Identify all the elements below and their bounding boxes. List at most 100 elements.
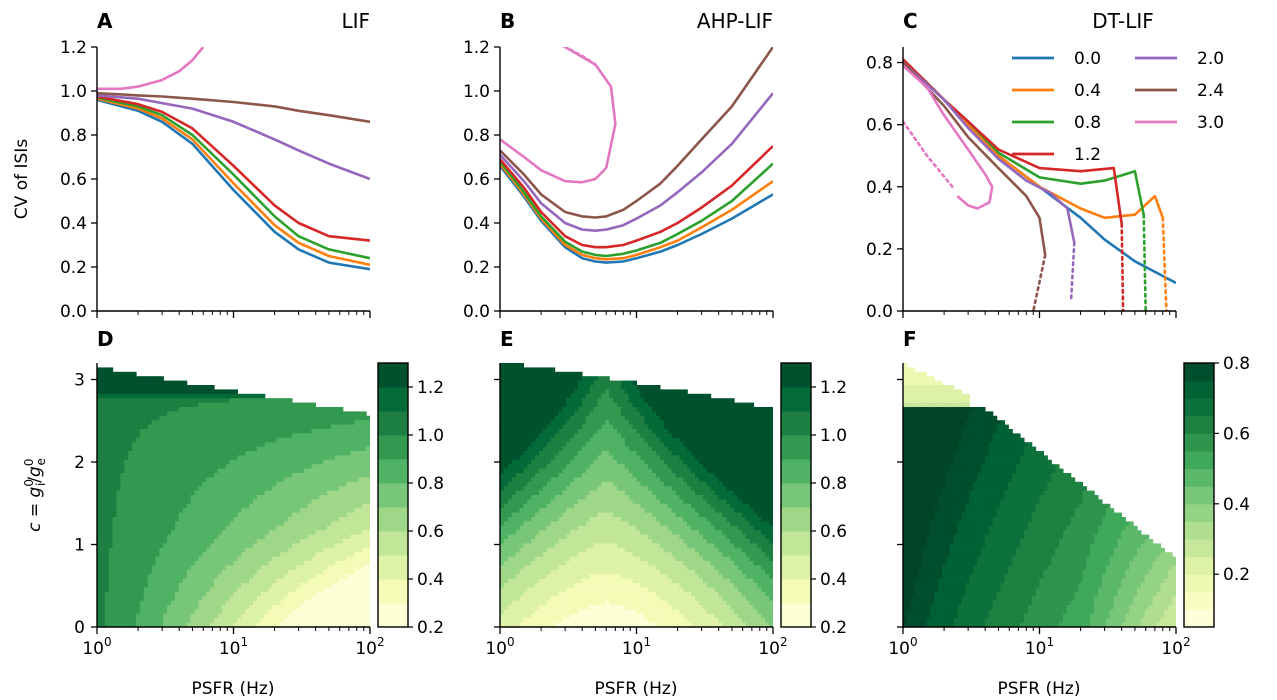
heatmap-cell xyxy=(132,481,137,487)
heatmap-cell xyxy=(206,591,211,597)
heatmap-cell xyxy=(178,442,184,448)
heatmap-cell xyxy=(531,442,536,448)
heatmap-cell xyxy=(515,477,521,483)
heatmap-cell xyxy=(229,393,235,399)
heatmap-cell xyxy=(237,574,242,580)
heatmap-cell xyxy=(562,446,567,452)
heatmap-cell xyxy=(288,503,293,509)
heatmap-cell xyxy=(358,490,363,496)
heatmap-cell xyxy=(249,569,254,575)
heatmap-cell xyxy=(307,578,313,584)
heatmap-cell xyxy=(574,565,579,571)
heatmap-cell xyxy=(182,508,188,514)
heatmap-cell xyxy=(210,411,215,417)
heatmap-cell xyxy=(163,512,168,518)
heatmap-cell xyxy=(299,499,305,505)
heatmap-cell xyxy=(511,473,517,478)
heatmap-cell xyxy=(241,609,246,615)
heatmap-cell xyxy=(116,473,121,478)
heatmap-cell xyxy=(225,411,231,417)
heatmap-cell xyxy=(124,490,129,496)
heatmap-cell xyxy=(249,521,254,527)
heatmap-cell xyxy=(295,411,301,417)
heatmap-cell xyxy=(311,552,316,558)
heatmap-cell xyxy=(303,464,309,470)
heatmap-cell xyxy=(245,556,250,562)
heatmap-cell xyxy=(535,455,540,461)
heatmap-cell xyxy=(292,530,297,536)
heatmap-cell xyxy=(272,464,277,470)
heatmap-cell xyxy=(334,415,340,421)
heatmap-cell xyxy=(132,622,137,627)
heatmap-cell xyxy=(186,618,192,624)
heatmap-cell xyxy=(116,424,121,430)
heatmap-cell xyxy=(311,424,316,430)
heatmap-cell xyxy=(253,539,258,544)
heatmap-cell xyxy=(327,547,332,553)
heatmap-cell xyxy=(104,517,110,522)
heatmap-cell xyxy=(535,547,540,553)
heatmap-cell xyxy=(202,429,207,434)
heatmap-cell xyxy=(523,376,528,382)
heatmap-cell xyxy=(519,402,524,408)
heatmap-cell xyxy=(500,468,505,474)
heatmap-cell xyxy=(217,424,223,430)
heatmap-cell xyxy=(175,561,180,566)
heatmap-cell xyxy=(511,446,517,452)
heatmap-cell xyxy=(358,503,363,509)
heatmap-cell xyxy=(108,481,114,487)
heatmap-cell xyxy=(303,613,309,619)
heatmap-cell xyxy=(327,415,332,421)
heatmap-cell xyxy=(210,622,215,627)
heatmap-cell xyxy=(198,411,203,417)
heatmap-cell xyxy=(578,424,583,430)
heatmap-cell xyxy=(272,543,277,549)
heatmap-cell xyxy=(523,534,528,540)
heatmap-cell xyxy=(151,561,157,566)
heatmap-cell xyxy=(338,547,344,553)
heatmap-cell xyxy=(519,468,524,474)
heatmap-cell xyxy=(511,539,517,544)
heatmap-cell xyxy=(202,402,207,408)
heatmap-cell xyxy=(221,464,227,470)
heatmap-cell xyxy=(210,530,215,536)
heatmap-cell xyxy=(311,503,316,509)
heatmap-cell xyxy=(237,539,242,544)
heatmap-cell xyxy=(535,420,540,426)
heatmap-cell xyxy=(366,503,370,509)
heatmap-cell xyxy=(500,424,505,430)
heatmap-cell xyxy=(346,569,352,575)
heatmap-cell xyxy=(350,574,355,580)
heatmap-cell xyxy=(315,578,320,584)
heatmap-cell xyxy=(519,530,524,536)
heatmap-cell xyxy=(558,468,563,474)
heatmap-cell xyxy=(311,547,316,553)
heatmap-cell xyxy=(253,477,258,483)
heatmap-cell xyxy=(562,398,567,404)
heatmap-cell xyxy=(307,547,313,553)
heatmap-cell xyxy=(151,420,157,426)
heatmap-cell xyxy=(249,609,254,615)
heatmap-cell xyxy=(323,574,328,580)
heatmap-cell xyxy=(346,420,352,426)
heatmap-cell xyxy=(542,393,548,399)
heatmap-cell xyxy=(178,407,184,412)
heatmap-cell xyxy=(151,424,157,430)
heatmap-cell xyxy=(151,464,157,470)
heatmap-cell xyxy=(500,539,505,544)
heatmap-cell xyxy=(535,380,540,386)
heatmap-cell xyxy=(331,561,336,566)
heatmap-cell xyxy=(578,534,583,540)
heatmap-cell xyxy=(284,587,289,593)
heatmap-cell xyxy=(210,473,215,478)
heatmap-cell xyxy=(511,596,517,602)
heatmap-cell xyxy=(546,591,552,597)
heatmap-cell xyxy=(206,459,211,465)
heatmap-cell xyxy=(268,477,274,483)
heatmap-cell xyxy=(362,596,367,602)
heatmap-cell xyxy=(198,393,203,399)
heatmap-cell xyxy=(566,609,571,615)
heatmap-cell xyxy=(159,429,164,434)
heatmap-cell xyxy=(342,503,348,509)
heatmap-cell xyxy=(264,521,270,527)
